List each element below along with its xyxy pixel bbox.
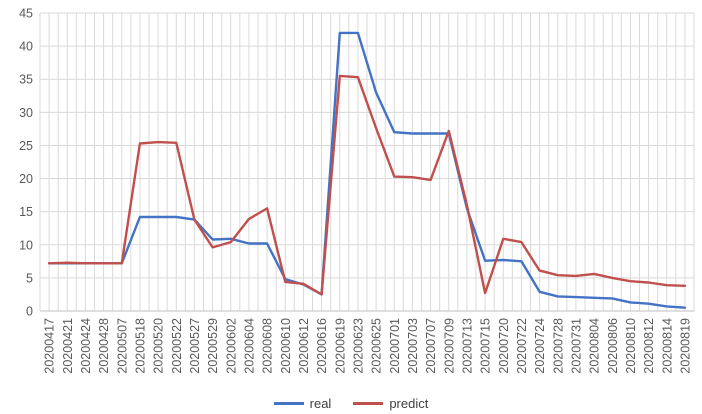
x-tick-label: 20200428 <box>97 318 111 374</box>
y-tick-label: 0 <box>26 305 33 319</box>
y-tick-label: 45 <box>19 7 33 21</box>
x-tick-label: 20200520 <box>152 318 166 374</box>
x-tick-label: 20200424 <box>79 318 93 374</box>
x-tick-label: 20200812 <box>642 318 656 374</box>
y-tick-label: 25 <box>19 139 33 153</box>
series-line-predict <box>47 74 687 296</box>
x-tick-label: 20200527 <box>188 318 202 374</box>
x-tick-label: 20200602 <box>224 318 238 374</box>
y-tick-label: 10 <box>19 238 33 252</box>
x-tick-label: 20200701 <box>388 318 402 374</box>
x-tick-label: 20200610 <box>279 318 293 374</box>
x-tick-label: 20200529 <box>206 318 220 374</box>
y-tick-label: 35 <box>19 73 33 87</box>
x-tick-label: 20200522 <box>170 318 184 374</box>
x-tick-label: 20200619 <box>333 318 347 374</box>
x-tick-label: 20200417 <box>43 318 57 374</box>
legend-item-predict: predict <box>353 396 428 411</box>
x-tick-label: 20200806 <box>606 318 620 374</box>
y-tick-label: 40 <box>19 40 33 54</box>
x-tick-label: 20200810 <box>624 318 638 374</box>
x-tick-label: 20200703 <box>406 318 420 374</box>
x-tick-label: 20200709 <box>442 318 456 374</box>
series-line-real <box>47 31 687 309</box>
x-tick-label: 20200604 <box>242 318 256 374</box>
x-tick-label: 20200612 <box>297 318 311 374</box>
x-tick-label: 20200804 <box>588 318 602 374</box>
legend-line-sample-real <box>273 402 304 405</box>
x-tick-label: 20200608 <box>261 318 275 374</box>
x-tick-label: 20200720 <box>497 318 511 374</box>
x-tick-label: 20200616 <box>315 318 329 374</box>
legend-item-real: real <box>273 396 332 411</box>
x-tick-label: 20200814 <box>660 318 674 374</box>
x-tick-label: 20200724 <box>533 318 547 374</box>
x-tick-label: 20200507 <box>115 318 129 374</box>
legend-line-sample-predict <box>353 402 384 405</box>
y-tick-label: 15 <box>19 205 33 219</box>
chart-legend: real predict <box>0 396 702 414</box>
y-tick-label: 20 <box>19 172 33 186</box>
y-tick-label: 5 <box>26 271 33 285</box>
x-tick-label: 20200421 <box>61 318 75 374</box>
legend-label-real: real <box>309 396 332 411</box>
x-tick-label: 20200625 <box>370 318 384 374</box>
legend-label-predict: predict <box>389 396 429 411</box>
x-tick-label: 20200715 <box>479 318 493 374</box>
x-tick-label: 20200707 <box>424 318 438 374</box>
x-tick-label: 20200518 <box>133 318 147 374</box>
x-tick-label: 20200728 <box>551 318 565 374</box>
x-tick-label: 20200819 <box>678 318 692 374</box>
x-tick-label: 20200722 <box>515 318 529 374</box>
y-tick-label: 30 <box>19 106 33 120</box>
x-tick-label: 20200713 <box>460 318 474 374</box>
x-tick-label: 20200731 <box>569 318 583 374</box>
x-tick-label: 20200623 <box>351 318 365 374</box>
